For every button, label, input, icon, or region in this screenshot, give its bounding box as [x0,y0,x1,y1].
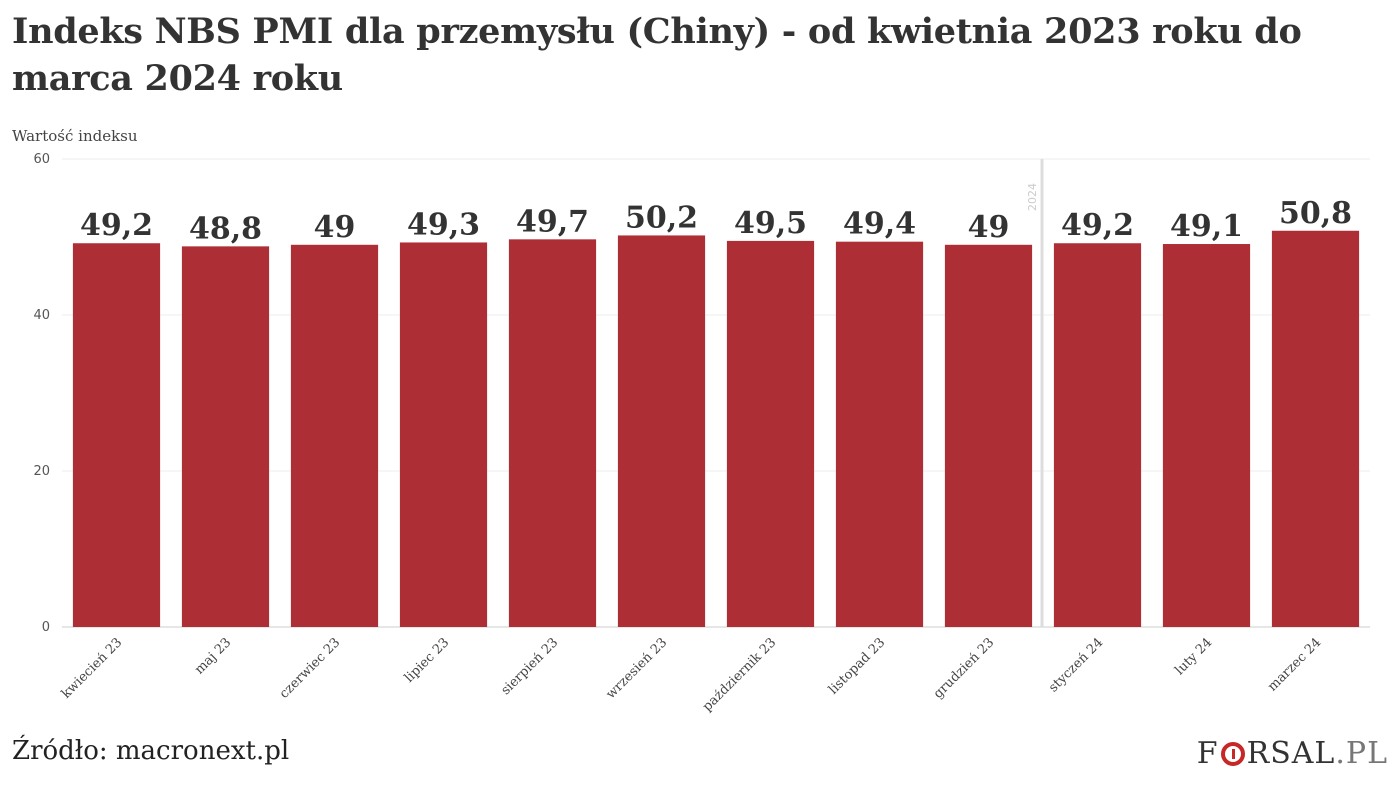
x-tick-label: listopad 23 [826,635,888,697]
bars [72,230,1360,628]
bar [835,241,924,627]
logo-text-right: RSAL [1246,736,1336,771]
bar [617,235,706,627]
x-tick-label: czerwiec 23 [277,635,343,701]
x-tick-label: styczeń 24 [1046,635,1106,695]
data-label: 50,2 [625,200,698,235]
bar [399,242,488,627]
bar [290,244,379,628]
y-tick-label: 60 [33,152,50,167]
data-label: 49,5 [734,206,807,241]
y-tick-label: 20 [33,464,50,479]
x-tick-label: maj 23 [192,635,234,677]
bar [1162,244,1251,627]
bar [181,246,270,628]
x-tick-label: lipiec 23 [402,635,453,686]
data-label: 49,2 [1061,208,1134,243]
y-tick-label: 40 [33,308,50,323]
year-divider: 2024 [1026,159,1044,627]
data-label: 49 [314,210,356,245]
bar [944,244,1033,628]
divider-label: 2024 [1026,183,1039,211]
chart-title: Indeks NBS PMI dla przemysłu (Chiny) - o… [12,11,1302,99]
x-tick-label: wrzesień 23 [604,635,671,702]
x-tick-label: luty 24 [1172,635,1215,678]
bar [1053,243,1142,628]
y-axis-label: Wartość indeksu [12,127,138,145]
logo-o-icon [1220,741,1245,766]
data-label: 49,7 [516,204,589,239]
bar [72,243,161,628]
x-tick-label: sierpień 23 [498,635,561,698]
forsal-logo: F RSAL .PL [1197,736,1388,771]
x-tick-label: marzec 24 [1265,635,1324,694]
x-tick-label: grudzień 23 [931,635,997,701]
bar [726,240,815,627]
y-axis-ticks: 0 20 40 60 [33,152,50,635]
data-label: 49,2 [80,208,153,243]
data-label: 49,3 [407,207,480,242]
data-labels: 49,2 48,8 49 49,3 49,7 50,2 49,5 49,4 49 49,2 49,1… [80,196,1352,247]
data-label: 48,8 [189,211,262,246]
data-label: 49,4 [843,207,916,242]
x-tick-label: październik 23 [700,635,779,714]
source-note: Źródło: macronext.pl [12,736,290,766]
y-tick-label: 0 [42,620,50,635]
gridlines [62,158,1370,628]
logo-suffix: .PL [1335,736,1388,771]
data-label: 50,8 [1279,196,1352,231]
bar [1271,230,1360,627]
x-axis-ticks: kwiecień 23 maj 23 czerwiec 23 lipiec 23 sie… [59,635,1325,714]
x-tick-label: kwiecień 23 [59,635,126,702]
logo-text-left: F [1196,736,1219,771]
data-label: 49,1 [1170,209,1243,244]
data-label: 49 [968,210,1010,245]
bar [508,239,597,627]
